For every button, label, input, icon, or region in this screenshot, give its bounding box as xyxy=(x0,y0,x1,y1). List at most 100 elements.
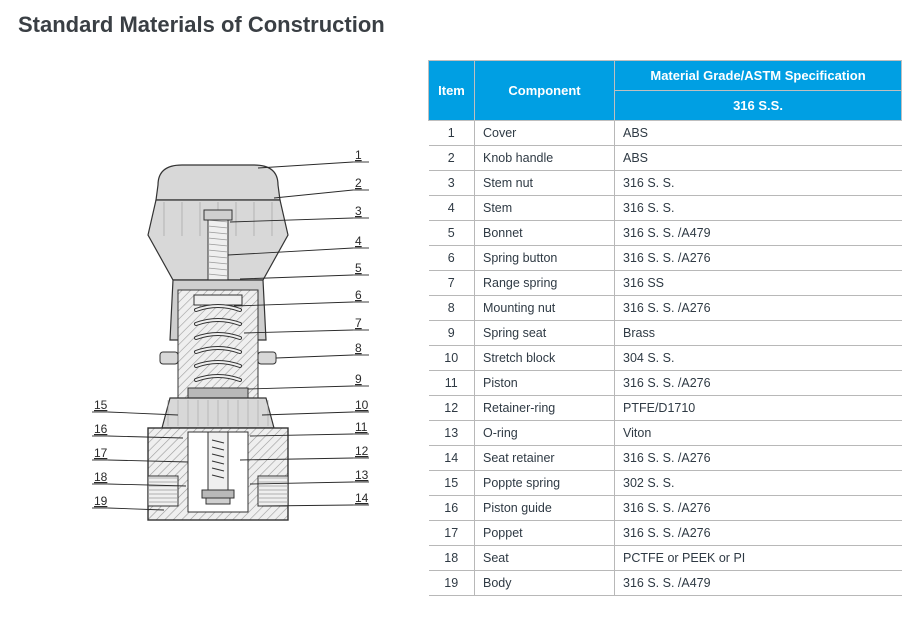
cell-material: 316 SS xyxy=(615,271,902,296)
cell-component: Spring seat xyxy=(475,321,615,346)
cell-item: 19 xyxy=(429,571,475,596)
diagram-callout: 4 xyxy=(355,234,362,248)
cell-material: ABS xyxy=(615,121,902,146)
cell-component: Mounting nut xyxy=(475,296,615,321)
diagram-callout: 9 xyxy=(355,372,362,386)
materials-tbody: 1CoverABS2Knob handleABS3Stem nut316 S. … xyxy=(429,121,902,596)
diagram-callout: 8 xyxy=(355,341,362,355)
cell-component: Stem nut xyxy=(475,171,615,196)
table-row: 14Seat retainer316 S. S. /A276 xyxy=(429,446,902,471)
diagram-callout: 1 xyxy=(355,148,362,162)
cell-component: Piston xyxy=(475,371,615,396)
table-row: 5Bonnet316 S. S. /A479 xyxy=(429,221,902,246)
cell-material: ABS xyxy=(615,146,902,171)
diagram-callout: 14 xyxy=(355,491,369,505)
table-row: 17Poppet316 S. S. /A276 xyxy=(429,521,902,546)
table-row: 7Range spring316 SS xyxy=(429,271,902,296)
cell-material: 316 S. S. /A276 xyxy=(615,496,902,521)
cell-item: 6 xyxy=(429,246,475,271)
diagram-callout: 10 xyxy=(355,398,369,412)
cell-material: 316 S. S. /A479 xyxy=(615,571,902,596)
diagram-callout: 17 xyxy=(94,446,108,460)
cell-item: 2 xyxy=(429,146,475,171)
table-row: 3Stem nut316 S. S. xyxy=(429,171,902,196)
diagram-callout: 16 xyxy=(94,422,108,436)
cell-component: O-ring xyxy=(475,421,615,446)
cell-item: 5 xyxy=(429,221,475,246)
diagram-callout: 18 xyxy=(94,470,108,484)
cell-material: PCTFE or PEEK or PI xyxy=(615,546,902,571)
cell-component: Spring button xyxy=(475,246,615,271)
content-row: 12345678910111213141516171819 Item Compo… xyxy=(18,60,902,596)
cell-item: 13 xyxy=(429,421,475,446)
diagram-callout: 3 xyxy=(355,204,362,218)
cell-component: Piston guide xyxy=(475,496,615,521)
cell-item: 17 xyxy=(429,521,475,546)
cell-item: 1 xyxy=(429,121,475,146)
cell-material: 316 S. S. /A276 xyxy=(615,246,902,271)
cell-item: 9 xyxy=(429,321,475,346)
cell-material: 302 S. S. xyxy=(615,471,902,496)
diagram-callout: 2 xyxy=(355,176,362,190)
cell-material: 316 S. S. xyxy=(615,171,902,196)
diagram-callout: 19 xyxy=(94,494,108,508)
cell-material: 316 S. S. xyxy=(615,196,902,221)
cell-component: Knob handle xyxy=(475,146,615,171)
page-title: Standard Materials of Construction xyxy=(18,12,902,38)
table-row: 4Stem316 S. S. xyxy=(429,196,902,221)
table-row: 6Spring button316 S. S. /A276 xyxy=(429,246,902,271)
cell-component: Range spring xyxy=(475,271,615,296)
cell-item: 14 xyxy=(429,446,475,471)
table-row: 9Spring seatBrass xyxy=(429,321,902,346)
diagram-callout: 7 xyxy=(355,316,362,330)
cell-material: 304 S. S. xyxy=(615,346,902,371)
cell-material: 316 S. S. /A276 xyxy=(615,446,902,471)
cell-material: 316 S. S. /A479 xyxy=(615,221,902,246)
table-row: 11Piston316 S. S. /A276 xyxy=(429,371,902,396)
diagram-callout: 15 xyxy=(94,398,108,412)
cell-component: Poppte spring xyxy=(475,471,615,496)
table-row: 2Knob handleABS xyxy=(429,146,902,171)
diagram-container: 12345678910111213141516171819 xyxy=(18,60,388,540)
cell-material: 316 S. S. /A276 xyxy=(615,296,902,321)
diagram-callout: 12 xyxy=(355,444,369,458)
cell-component: Body xyxy=(475,571,615,596)
table-row: 13O-ringViton xyxy=(429,421,902,446)
cell-component: Retainer-ring xyxy=(475,396,615,421)
table-row: 12Retainer-ringPTFE/D1710 xyxy=(429,396,902,421)
cell-component: Bonnet xyxy=(475,221,615,246)
cell-material: 316 S. S. /A276 xyxy=(615,371,902,396)
cell-material: 316 S. S. /A276 xyxy=(615,521,902,546)
table-row: 10Stretch block304 S. S. xyxy=(429,346,902,371)
cell-material: Viton xyxy=(615,421,902,446)
diagram-callout: 11 xyxy=(355,420,368,434)
table-row: 8Mounting nut316 S. S. /A276 xyxy=(429,296,902,321)
cell-item: 8 xyxy=(429,296,475,321)
table-row: 1CoverABS xyxy=(429,121,902,146)
table-row: 16Piston guide316 S. S. /A276 xyxy=(429,496,902,521)
diagram-callout: 6 xyxy=(355,288,362,302)
cell-item: 18 xyxy=(429,546,475,571)
cell-item: 3 xyxy=(429,171,475,196)
cell-item: 11 xyxy=(429,371,475,396)
cell-material: Brass xyxy=(615,321,902,346)
col-header-item: Item xyxy=(429,61,475,121)
materials-table-container: Item Component Material Grade/ASTM Speci… xyxy=(428,60,902,596)
cell-component: Stretch block xyxy=(475,346,615,371)
col-header-material-top: Material Grade/ASTM Specification xyxy=(615,61,902,91)
cell-item: 4 xyxy=(429,196,475,221)
cell-component: Poppet xyxy=(475,521,615,546)
diagram-callout: 13 xyxy=(355,468,369,482)
table-row: 19Body316 S. S. /A479 xyxy=(429,571,902,596)
cell-item: 12 xyxy=(429,396,475,421)
cell-component: Cover xyxy=(475,121,615,146)
cell-item: 7 xyxy=(429,271,475,296)
cell-material: PTFE/D1710 xyxy=(615,396,902,421)
diagram-callout: 5 xyxy=(355,261,362,275)
materials-table: Item Component Material Grade/ASTM Speci… xyxy=(428,60,902,596)
cell-component: Seat retainer xyxy=(475,446,615,471)
cell-item: 10 xyxy=(429,346,475,371)
valve-cutaway-diagram: 12345678910111213141516171819 xyxy=(18,140,388,540)
cell-component: Stem xyxy=(475,196,615,221)
cell-item: 15 xyxy=(429,471,475,496)
